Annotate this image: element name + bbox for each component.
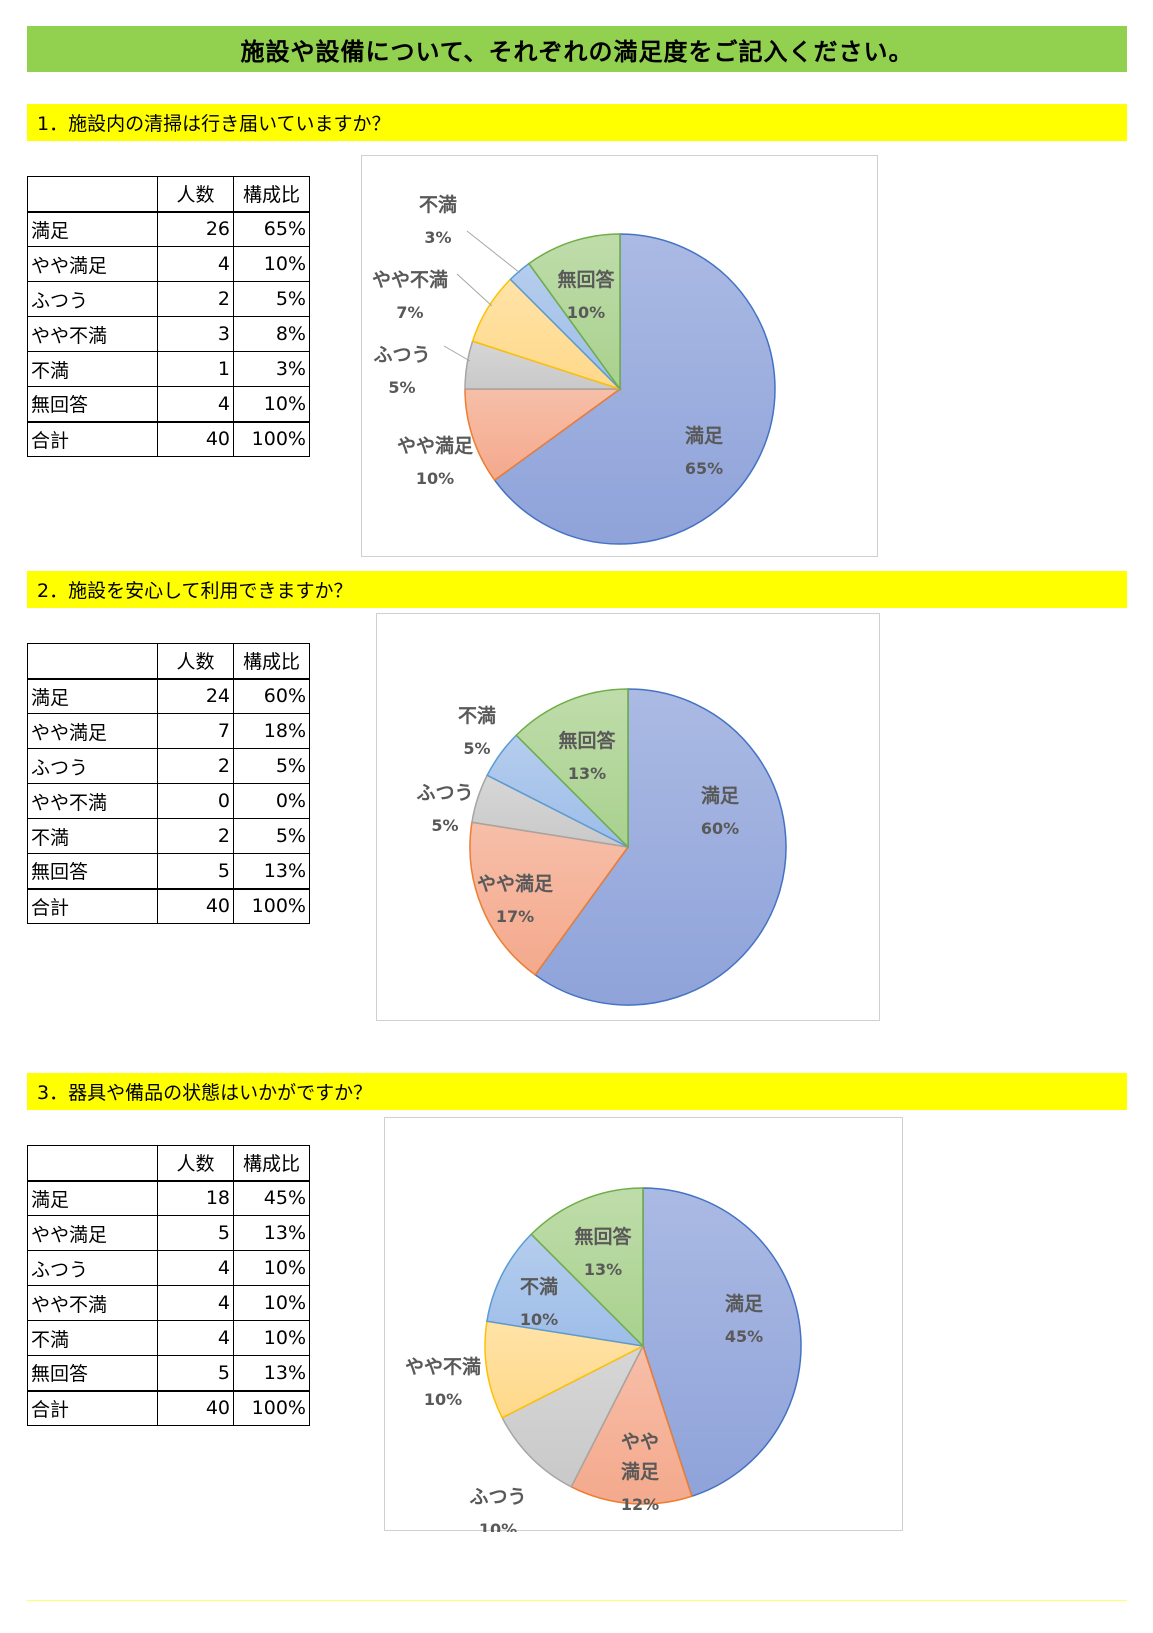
- table-row: やや満足 7 18%: [27, 713, 310, 749]
- data-label-mukaitou-pct: 10%: [567, 303, 605, 322]
- data-label-manzoku: 満足: [725, 1293, 764, 1315]
- pie-slice-mukaitou: [515, 688, 629, 849]
- data-label-yaya-manzoku: やや満足: [397, 435, 474, 457]
- question-2-table: 人数 構成比 満足 24 60% やや満足 7 18% ふつう 2 5% やや不満 0 0% 不…: [27, 643, 310, 924]
- question-1-chart: 満足 65% やや満足 10% ふつう 5% やや不満 7% 不満 3% 無回答 10%: [361, 155, 878, 557]
- data-label-futsuu: ふつう: [373, 344, 430, 366]
- table-row: ふつう 2 5%: [27, 748, 310, 784]
- data-label-yaya-fuman: やや不満: [405, 1356, 481, 1378]
- data-label-yaya-fuman-pct: 7%: [396, 303, 423, 322]
- data-label-yaya-manzoku-pct: 10%: [416, 469, 454, 488]
- data-label-mukaitou-pct: 13%: [584, 1260, 622, 1279]
- question-2-title: 2．施設を安心して利用できますか？: [37, 580, 353, 602]
- table-row: 不満 1 3%: [27, 351, 310, 387]
- question-1-table: 人数 構成比 満足 26 65% やや満足 4 10% ふつう 2 5% やや不満 3 8% 不…: [27, 176, 310, 457]
- table-row: 満足 26 65%: [27, 211, 310, 247]
- data-label-yaya-manzoku: やや満足: [477, 873, 554, 895]
- pie-slice-futsuu: [501, 1344, 645, 1488]
- data-label-fuman-pct: 3%: [424, 228, 451, 247]
- data-label-futsuu-pct: 5%: [431, 816, 458, 835]
- table-row: やや不満 0 0%: [27, 783, 310, 819]
- table-row: 満足 18 45%: [27, 1180, 310, 1216]
- data-label-mukaitou-pct: 13%: [568, 764, 606, 783]
- pie-chart-1: 満足 65% やや満足 10% ふつう 5% やや不満 7% 不満 3% 無回答 10%: [372, 194, 776, 545]
- page-title-text: 施設や設備について、それぞれの満足度をご記入ください。: [240, 37, 914, 66]
- table-row: ふつう 4 10%: [27, 1250, 310, 1286]
- pie-slice-manzoku: [534, 688, 787, 1006]
- table-row: やや不満 3 8%: [27, 316, 310, 352]
- question-2-chart: 満足 60% やや満足 17% ふつう 5% 不満 5% 無回答 13%: [376, 613, 880, 1021]
- data-label-fuman: 不満: [520, 1276, 558, 1298]
- data-label-yaya-manzoku: 満足: [621, 1461, 660, 1483]
- question-3-chart: 満足 45% やや 満足 12% ふつう 10% やや不満 10% 不満 10% 無回答 13%: [384, 1117, 903, 1532]
- question-3-title: 3．器具や備品の状態はいかがですか？: [37, 1082, 373, 1104]
- table-row: 不満 4 10%: [27, 1320, 310, 1356]
- footer-divider: [27, 1600, 1127, 1601]
- data-label-yaya-fuman: やや不満: [372, 269, 448, 291]
- data-label-futsuu: ふつう: [416, 782, 473, 804]
- table-row: 満足 24 60%: [27, 678, 310, 714]
- pie-slice-yaya-manzoku: [464, 388, 623, 482]
- question-3-table: 人数 構成比 満足 18 45% やや満足 5 13% ふつう 4 10% やや不満 4 10%…: [27, 1145, 310, 1426]
- table-header-row: 人数 構成比: [27, 643, 310, 680]
- data-label-manzoku-pct: 45%: [725, 1327, 763, 1346]
- table-header-row: 人数 構成比: [27, 176, 310, 213]
- leader-line: [456, 273, 493, 307]
- pie-chart-2: 満足 60% やや満足 17% ふつう 5% 不満 5% 無回答 13%: [416, 688, 787, 1006]
- table-row: やや満足 5 13%: [27, 1215, 310, 1251]
- data-label-yaya-manzoku: やや: [621, 1431, 659, 1453]
- data-label-mukaitou: 無回答: [557, 268, 615, 291]
- data-label-fuman-pct: 5%: [463, 739, 490, 758]
- data-label-manzoku-pct: 60%: [701, 819, 739, 838]
- question-1-title: 1．施設内の清掃は行き届いていますか？: [37, 113, 391, 135]
- table-row: ふつう 2 5%: [27, 281, 310, 317]
- count-header: 人数: [157, 1145, 234, 1182]
- data-label-fuman: 不満: [458, 705, 496, 727]
- data-label-manzoku-pct: 65%: [685, 459, 723, 478]
- data-label-yaya-manzoku-pct: 12%: [621, 1495, 659, 1514]
- table-total-row: 合計 40 100%: [27, 887, 310, 924]
- data-label-futsuu: ふつう: [469, 1486, 526, 1508]
- pie-slice-mukaitou: [530, 1187, 644, 1348]
- table-row: 無回答 5 13%: [27, 1355, 310, 1391]
- data-label-manzoku: 満足: [685, 425, 724, 447]
- count-header: 人数: [157, 643, 234, 680]
- data-label-fuman-pct: 10%: [520, 1310, 558, 1329]
- question-3-header: 3．器具や備品の状態はいかがですか？: [27, 1073, 1127, 1110]
- table-row: やや満足 4 10%: [27, 246, 310, 282]
- question-2-header: 2．施設を安心して利用できますか？: [27, 571, 1127, 608]
- table-row: 不満 2 5%: [27, 818, 310, 854]
- data-label-futsuu-pct: 10%: [479, 1520, 517, 1532]
- data-label-mukaitou: 無回答: [558, 729, 616, 752]
- pie-slice-mukaitou: [527, 233, 621, 392]
- pie-slice-fuman: [486, 1233, 646, 1348]
- count-header: 人数: [157, 176, 234, 213]
- leader-line: [466, 230, 521, 274]
- pie-slice-manzoku: [493, 233, 776, 545]
- data-label-yaya-manzoku-pct: 17%: [496, 907, 534, 926]
- table-row: 無回答 5 13%: [27, 853, 310, 889]
- pie-slice-yaya-fuman: [484, 1320, 646, 1419]
- data-label-futsuu-pct: 5%: [388, 378, 415, 397]
- table-row: 無回答 4 10%: [27, 386, 310, 422]
- table-row: やや不満 4 10%: [27, 1285, 310, 1321]
- data-label-manzoku: 満足: [701, 785, 740, 807]
- ratio-header: 構成比: [233, 176, 310, 213]
- page-title: 施設や設備について、それぞれの満足度をご記入ください。: [27, 26, 1127, 72]
- ratio-header: 構成比: [233, 643, 310, 680]
- pie-slice-yaya-manzoku: [570, 1344, 693, 1505]
- data-label-fuman: 不満: [419, 194, 457, 216]
- table-total-row: 合計 40 100%: [27, 1389, 310, 1426]
- leader-line: [443, 345, 471, 362]
- data-label-mukaitou: 無回答: [574, 1225, 632, 1248]
- table-header-row: 人数 構成比: [27, 1145, 310, 1182]
- question-1-header: 1．施設内の清掃は行き届いていますか？: [27, 104, 1127, 141]
- pie-slice-manzoku: [642, 1187, 802, 1498]
- data-label-yaya-fuman-pct: 10%: [424, 1390, 462, 1409]
- ratio-header: 構成比: [233, 1145, 310, 1182]
- pie-slice-yaya-manzoku: [469, 821, 630, 976]
- table-total-row: 合計 40 100%: [27, 420, 310, 457]
